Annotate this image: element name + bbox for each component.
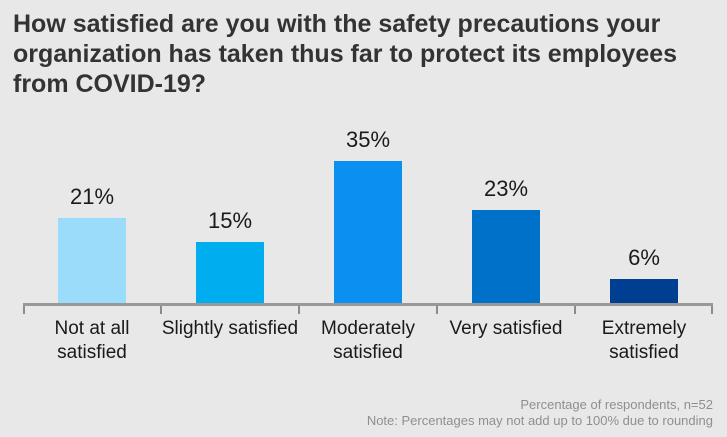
- bar-group: 21%: [23, 184, 161, 303]
- bar: [610, 279, 678, 303]
- bar: [472, 210, 540, 303]
- bar-group: 23%: [437, 176, 575, 303]
- bar-value-label: 21%: [69, 184, 115, 209]
- bar-value-label: 35%: [345, 127, 391, 152]
- rounding-note: Note: Percentages may not add up to 100%…: [366, 413, 713, 428]
- chart-title: How satisfied are you with the safety pr…: [13, 10, 678, 98]
- category-label: Very satisfied: [449, 318, 563, 339]
- bar-value-label: 23%: [483, 176, 529, 201]
- footer-notes: Percentage of respondents, n=52 Note: Pe…: [367, 397, 713, 429]
- category-label: Slightly satisfied: [161, 318, 299, 339]
- bars-row: 21% 15% 35% 23% 6%: [23, 127, 713, 303]
- bar-group: 35%: [299, 127, 437, 303]
- bar: [334, 161, 402, 303]
- bar-value-label: 15%: [207, 208, 253, 233]
- axis-tick: [436, 306, 438, 314]
- bar-group: 15%: [161, 208, 299, 303]
- source-note: Percentage of respondents, n=52: [520, 397, 713, 412]
- category-label: Moderately satisfied: [321, 318, 415, 363]
- plot-area: 21% 15% 35% 23% 6% Not at all satisfied Sligh…: [23, 127, 713, 365]
- axis-tick: [298, 306, 300, 314]
- category-label: Not at all satisfied: [54, 318, 130, 363]
- category-label: Extremely satisfied: [601, 318, 687, 363]
- bar: [196, 242, 264, 303]
- bar-group: 6%: [575, 245, 713, 303]
- bar: [58, 218, 126, 303]
- axis-tick: [160, 306, 162, 314]
- axis-tick: [711, 306, 713, 314]
- axis-tick: [23, 306, 25, 314]
- x-axis-line: [23, 303, 713, 314]
- bar-value-label: 6%: [628, 245, 660, 270]
- category-labels-row: Not at all satisfied Slightly satisfied Mo…: [23, 317, 713, 365]
- axis-tick: [574, 306, 576, 314]
